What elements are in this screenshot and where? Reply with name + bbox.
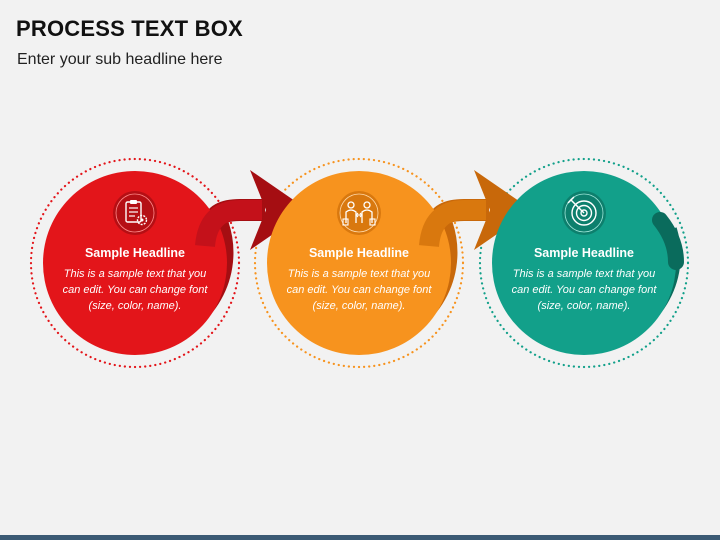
circle-fill-2 <box>267 171 451 355</box>
arrow-head-2 <box>474 170 532 250</box>
step-3-headline[interactable]: Sample Headline <box>533 246 635 260</box>
arrow-band-1-front <box>195 200 262 248</box>
dotted-ring-3 <box>478 157 690 369</box>
circle-curl-3 <box>652 212 684 270</box>
step-3-text: Sample Headline This is a sample text th… <box>509 246 659 314</box>
circle-fill-1 <box>43 171 227 355</box>
step-3-body[interactable]: This is a sample text that you can edit.… <box>511 268 657 312</box>
bottom-bar <box>0 535 720 540</box>
step-1-body[interactable]: This is a sample text that you can edit.… <box>62 268 208 312</box>
arrow-head-1 <box>250 170 308 250</box>
circle-fill-3 <box>492 171 676 355</box>
arrow-band-2-front <box>419 200 486 248</box>
clipboard-gear-icon <box>113 191 157 235</box>
page-title: PROCESS TEXT BOX <box>16 16 243 41</box>
target-arrow-icon <box>562 191 606 235</box>
people-exchange-icon <box>337 191 381 235</box>
page-subtitle: Enter your sub headline here <box>17 51 223 68</box>
step-1-headline[interactable]: Sample Headline <box>84 246 186 260</box>
step-2-headline[interactable]: Sample Headline <box>308 246 410 260</box>
step-2-body[interactable]: This is a sample text that you can edit.… <box>286 268 432 312</box>
dotted-ring-2 <box>253 157 465 369</box>
step-1-text: Sample Headline This is a sample text th… <box>60 246 210 314</box>
step-2-text: Sample Headline This is a sample text th… <box>284 246 434 314</box>
dotted-ring-1 <box>29 157 241 369</box>
